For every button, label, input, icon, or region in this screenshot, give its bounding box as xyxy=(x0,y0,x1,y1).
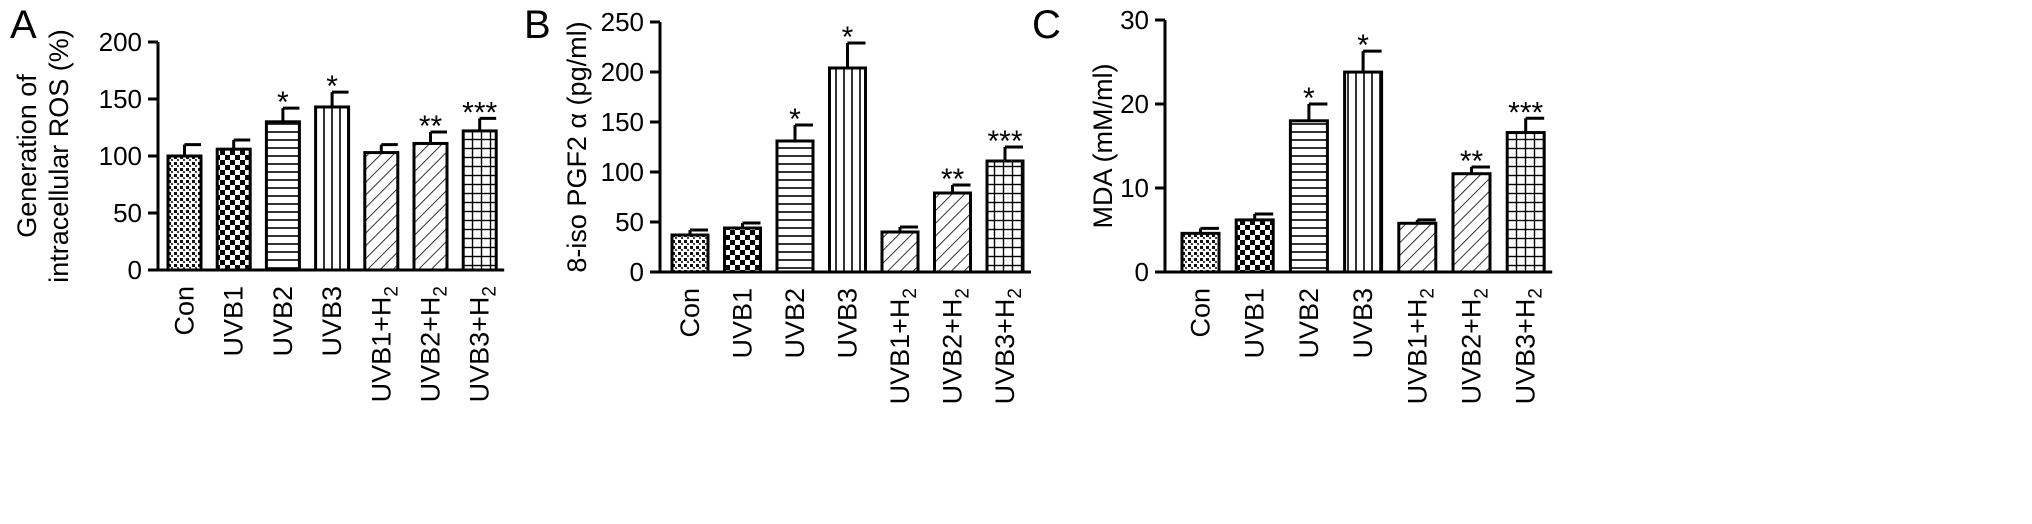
x-tick-label: UVB3 xyxy=(317,286,347,357)
bar-uvb1 xyxy=(723,226,762,274)
x-tick-label: Con xyxy=(1186,288,1216,338)
significance-marker: * xyxy=(842,21,854,54)
y-tick-label: 250 xyxy=(601,7,644,37)
bar-uvb2-h2 xyxy=(933,191,972,274)
significance-marker: ** xyxy=(941,163,965,196)
bar-uvb1-h2 xyxy=(1397,221,1438,274)
bar-uvb1 xyxy=(1234,218,1275,274)
y-tick-label: 150 xyxy=(99,84,142,114)
x-tick-label: UVB2 xyxy=(1294,288,1324,359)
y-axis-label: 8-iso PGF2 α (pg/ml) xyxy=(562,21,592,272)
x-tick-label: Con xyxy=(675,288,705,338)
bar-uvb2-h2 xyxy=(412,141,449,272)
significance-marker: *** xyxy=(462,96,497,129)
x-tick-label: UVB2 xyxy=(268,286,298,357)
significance-marker: * xyxy=(789,103,801,136)
x-tick-label: UVB2+H2 xyxy=(1457,288,1493,404)
panel-letter: B xyxy=(524,3,551,47)
significance-marker: * xyxy=(326,70,338,103)
y-tick-label: 0 xyxy=(630,257,644,287)
panel-b: B 0 50 100 150 200 250 8-iso PGF2 α (pg/ml) Con U… xyxy=(524,3,1031,404)
x-tick-label: UVB1+H2 xyxy=(366,286,402,402)
bar-uvb3 xyxy=(314,105,351,272)
x-tick-label: UVB3+H2 xyxy=(990,288,1026,404)
y-tick-label: 0 xyxy=(1135,257,1149,287)
y-tick-label: 200 xyxy=(99,27,142,57)
x-tick-label: UVB3 xyxy=(833,288,863,359)
y-tick-label: 200 xyxy=(601,57,644,87)
significance-marker: * xyxy=(277,86,289,119)
significance-marker: *** xyxy=(987,125,1022,158)
panel-letter: A xyxy=(10,3,37,47)
bar-uvb2 xyxy=(264,120,301,272)
significance-marker: *** xyxy=(1508,96,1543,129)
y-tick-label: 50 xyxy=(113,198,142,228)
bar-uvb3 xyxy=(828,66,867,274)
bar-con xyxy=(1180,231,1221,274)
bar-uvb3-h2 xyxy=(985,159,1025,274)
bar-uvb2 xyxy=(1288,119,1329,274)
bar-uvb2 xyxy=(775,139,815,274)
bar-uvb3-h2 xyxy=(1505,131,1546,274)
y-tick-label: 50 xyxy=(615,207,644,237)
bar-uvb1-h2 xyxy=(880,230,920,274)
significance-marker: * xyxy=(1357,29,1369,62)
x-tick-label: UVB1+H2 xyxy=(1402,288,1438,404)
significance-marker: ** xyxy=(1460,145,1484,178)
bar-uvb1 xyxy=(215,147,252,272)
x-tick-label: UVB3+H2 xyxy=(465,286,501,402)
y-tick-label: 100 xyxy=(99,141,142,171)
y-axis-label: intracellular ROS (%) xyxy=(44,29,74,283)
x-tick-label: UVB1+H2 xyxy=(885,288,921,404)
x-tick-label: Con xyxy=(170,286,200,336)
bar-con xyxy=(166,154,203,272)
x-tick-label: UVB1 xyxy=(1240,288,1270,359)
bar-uvb3 xyxy=(1343,70,1384,274)
y-tick-label: 150 xyxy=(601,107,644,137)
x-tick-label: UVB1 xyxy=(219,286,249,357)
y-tick-label: 0 xyxy=(128,255,142,285)
y-tick-label: 30 xyxy=(1120,5,1149,35)
y-tick-label: 100 xyxy=(601,157,644,187)
bar-con xyxy=(670,233,710,274)
bar-uvb2-h2 xyxy=(1451,172,1492,274)
x-tick-label: UVB2 xyxy=(780,288,810,359)
x-tick-label: UVB2+H2 xyxy=(938,288,974,404)
x-tick-label: UVB3 xyxy=(1348,288,1378,359)
x-tick-label: UVB1 xyxy=(728,288,758,359)
bar-uvb3-h2 xyxy=(461,129,498,272)
x-tick-label: UVB3+H2 xyxy=(1511,288,1547,404)
bar-uvb1-h2 xyxy=(363,151,400,272)
y-tick-label: 10 xyxy=(1120,173,1149,203)
y-axis-label: Generation of xyxy=(12,74,42,238)
y-tick-label: 20 xyxy=(1120,89,1149,119)
significance-marker: * xyxy=(1303,82,1315,115)
y-axis-label: MDA (mM/ml) xyxy=(1088,64,1118,229)
x-tick-label: UVB2+H2 xyxy=(416,286,452,402)
significance-marker: ** xyxy=(419,110,443,143)
panel-letter: C xyxy=(1032,3,1061,47)
panel-a: A 0 50 100 150 200 Generation of intracellular … xyxy=(10,3,505,402)
